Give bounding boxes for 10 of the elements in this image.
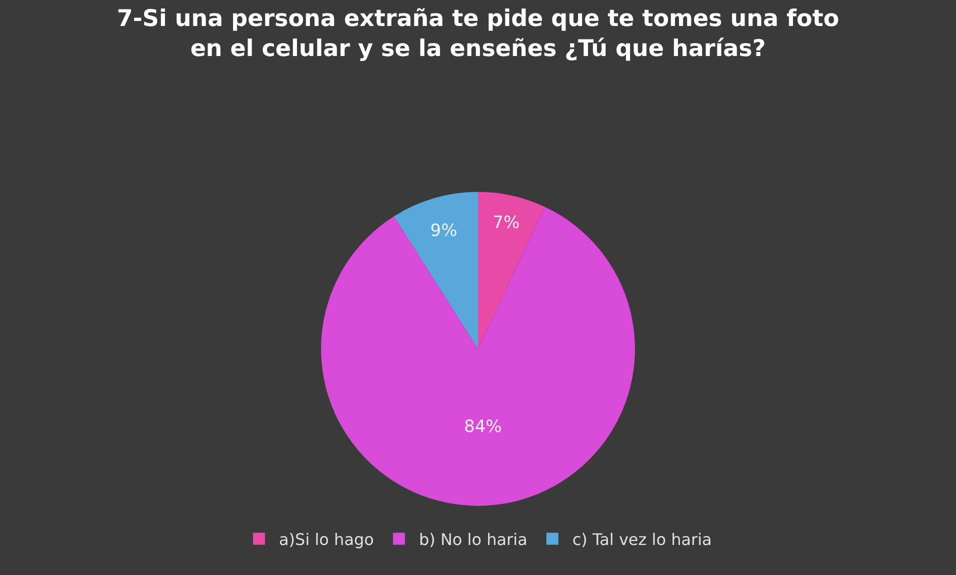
legend-label: b) No lo haria	[418, 530, 528, 550]
pie-slice	[478, 192, 545, 349]
data-label: 84%	[464, 417, 502, 438]
data-label: 7%	[492, 213, 520, 234]
pie-slice	[321, 206, 635, 506]
legend-label: a)Si lo hago	[279, 530, 374, 550]
pie-slice	[394, 192, 478, 349]
data-label: 9%	[430, 221, 458, 242]
legend-label: c) Tal vez lo haria	[572, 530, 712, 550]
chart-title: 7-Si una persona extraña te pide que te tomes una foto en el celular y se la enseñes ¿Tú que harías?	[116, 6, 840, 62]
